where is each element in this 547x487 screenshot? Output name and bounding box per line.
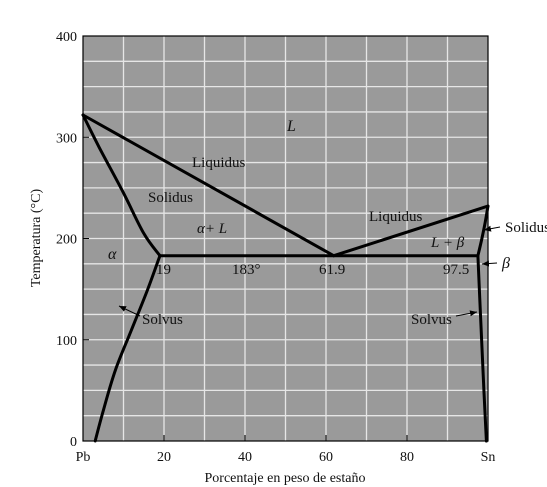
- grid-lines: [83, 36, 488, 441]
- solidus-left-curve: [81, 113, 162, 258]
- x-tick-label: 40: [238, 450, 252, 465]
- label-liquidus-right: Liquidus: [369, 209, 422, 225]
- label-composition-19: 19: [156, 262, 171, 278]
- y-tick-label: 200: [56, 233, 77, 248]
- solvus-right-arrow: [455, 310, 478, 317]
- solvus-left-curve: [93, 254, 162, 443]
- label-alpha-plus-liquid: α+ L: [197, 221, 227, 237]
- label-solidus-left: Solidus: [148, 190, 193, 206]
- label-alpha: α: [108, 246, 117, 263]
- liquidus-right-curve: [332, 204, 490, 258]
- y-tick-label: 300: [56, 131, 77, 146]
- y-tick-label: 100: [56, 334, 77, 349]
- label-liquid: L: [286, 118, 296, 135]
- label-beta: β: [501, 255, 510, 272]
- label-liquidus-left: Liquidus: [192, 155, 245, 171]
- x-axis-title: Porcentaje en peso de estaño: [205, 471, 366, 486]
- solvus-left-arrow: [118, 305, 141, 317]
- label-eutectic-temperature: 183°: [232, 262, 261, 278]
- label-solidus-right: Solidus: [505, 220, 547, 236]
- label-liquid-plus-beta: L + β: [430, 235, 465, 251]
- solvus-right-curve: [476, 254, 488, 443]
- label-solvus-right: Solvus: [411, 312, 452, 328]
- y-tick-label: 400: [56, 30, 77, 45]
- x-tick-label: Pb: [76, 450, 91, 465]
- axis-ticks: [82, 35, 489, 442]
- solidus-right-curve: [476, 204, 490, 258]
- label-solvus-left: Solvus: [142, 312, 183, 328]
- y-axis-title: Temperatura (°C): [29, 189, 44, 288]
- x-tick-label: 20: [157, 450, 171, 465]
- x-tick-label: 60: [319, 450, 333, 465]
- label-eutectic-composition: 61.9: [319, 262, 345, 278]
- x-tick-label: 80: [400, 450, 414, 465]
- beta-arrow: [481, 260, 498, 267]
- label-composition-97-5: 97.5: [443, 262, 469, 278]
- solidus-right-arrow: [483, 225, 501, 232]
- y-tick-label: 0: [70, 435, 77, 450]
- x-tick-label: Sn: [481, 450, 496, 465]
- liquidus-left-curve: [81, 113, 336, 258]
